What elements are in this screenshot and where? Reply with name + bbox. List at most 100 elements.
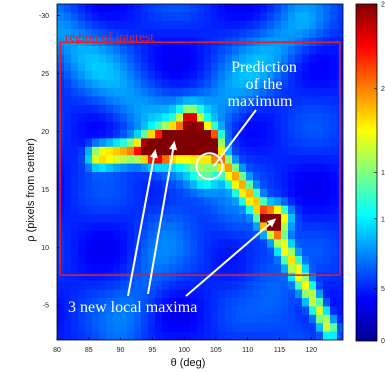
heatmap-cell: [330, 138, 338, 148]
heatmap-cell: [302, 130, 310, 139]
heatmap-cell: [78, 256, 86, 265]
heatmap-cell: [169, 121, 177, 131]
heatmap-cell: [281, 239, 289, 248]
heatmap-cell: [162, 138, 170, 148]
heatmap-cell: [281, 214, 289, 223]
heatmap-cell: [85, 314, 93, 324]
heatmap-cell: [309, 172, 317, 181]
heatmap-cell: [169, 272, 177, 282]
heatmap-cell: [169, 214, 177, 223]
heatmap-cell: [211, 230, 219, 240]
heatmap-cell: [218, 46, 226, 55]
heatmap-cell: [148, 172, 156, 181]
heatmap-cell: [120, 188, 128, 198]
heatmap-cell: [309, 264, 317, 274]
heatmap-cell: [239, 214, 247, 223]
heatmap-cell: [134, 256, 142, 265]
x-tick-label: 120: [305, 347, 317, 354]
heatmap-cell: [316, 113, 324, 122]
heatmap-cell: [85, 264, 93, 274]
heatmap-cell: [78, 62, 86, 72]
heatmap-cell: [295, 46, 303, 55]
heatmap-cell: [316, 306, 324, 316]
heatmap-cell: [176, 4, 184, 13]
heatmap-cell: [225, 163, 233, 173]
heatmap-cell: [127, 314, 135, 324]
heatmap-cell: [253, 29, 261, 38]
heatmap-cell: [302, 306, 310, 316]
heatmap-cell: [106, 138, 114, 148]
heatmap-cell: [134, 79, 142, 89]
heatmap-cell: [267, 205, 275, 215]
heatmap-cell: [92, 146, 100, 156]
heatmap-cell: [288, 214, 296, 223]
heatmap-cell: [246, 54, 254, 64]
heatmap-cell: [113, 306, 121, 316]
heatmap-cell: [239, 71, 247, 80]
heatmap-cell: [246, 155, 254, 164]
heatmap-cell: [197, 180, 205, 190]
heatmap-cell: [281, 71, 289, 80]
heatmap-cell: [239, 289, 247, 299]
heatmap-cell: [281, 247, 289, 257]
heatmap-cell: [246, 272, 254, 282]
heatmap-cell: [274, 281, 282, 290]
heatmap-cell: [197, 104, 205, 114]
heatmap-cell: [302, 88, 310, 97]
heatmap-cell: [106, 214, 114, 223]
heatmap-cell: [288, 138, 296, 148]
heatmap-cell: [78, 4, 86, 13]
heatmap-cell: [190, 314, 198, 324]
heatmap-cell: [232, 264, 240, 274]
heatmap-cell: [295, 180, 303, 190]
heatmap-cell: [267, 230, 275, 240]
heatmap-cell: [253, 12, 261, 22]
heatmap-cell: [267, 264, 275, 274]
heatmap-cell: [239, 113, 247, 122]
heatmap-cell: [92, 222, 100, 232]
heatmap-cell: [190, 323, 198, 332]
heatmap-cell: [197, 146, 205, 156]
heatmap-cell: [239, 298, 247, 307]
local-maximum-arrowhead: [169, 140, 177, 151]
heatmap-cell: [253, 281, 261, 290]
heatmap-cell: [211, 130, 219, 139]
heatmap-cell: [323, 314, 331, 324]
heatmap-cell: [106, 340, 113, 349]
heatmap-cell: [218, 4, 226, 13]
heatmap-cell: [120, 197, 128, 206]
heatmap-cell: [183, 104, 191, 114]
heatmap-cell: [218, 130, 226, 139]
heatmap-cell: [281, 54, 289, 64]
heatmap-cell: [218, 12, 226, 22]
heatmap-cell: [239, 256, 247, 265]
heatmap-cell: [295, 247, 303, 257]
heatmap-cell: [288, 4, 296, 13]
heatmap-cell: [169, 256, 177, 265]
heatmap-cell: [330, 130, 338, 139]
heatmap-cell: [197, 29, 205, 38]
heatmap-cell: [211, 205, 219, 215]
heatmap-cell: [218, 197, 226, 206]
heatmap-cell: [232, 314, 240, 324]
heatmap-cell: [190, 121, 198, 131]
heatmap-cell: [309, 314, 317, 324]
heatmap-cell: [267, 79, 275, 89]
heatmap-cell: [148, 289, 156, 299]
heatmap-cell: [218, 298, 226, 307]
heatmap-cell: [281, 4, 289, 13]
heatmap-cell: [134, 4, 142, 13]
heatmap-cell: [57, 12, 65, 22]
heatmap-cell: [225, 172, 233, 181]
heatmap-cell: [85, 46, 93, 55]
heatmap-cell: [183, 188, 191, 198]
heatmap-cell: [295, 20, 303, 30]
heatmap-cell: [302, 146, 310, 156]
heatmap-cell: [204, 180, 212, 190]
heatmap-cell: [113, 113, 121, 122]
heatmap-cell: [92, 247, 100, 257]
heatmap-cell: [274, 79, 282, 89]
heatmap-cell: [211, 163, 219, 173]
heatmap-cell: [246, 104, 254, 114]
heatmap-cell: [246, 239, 254, 248]
